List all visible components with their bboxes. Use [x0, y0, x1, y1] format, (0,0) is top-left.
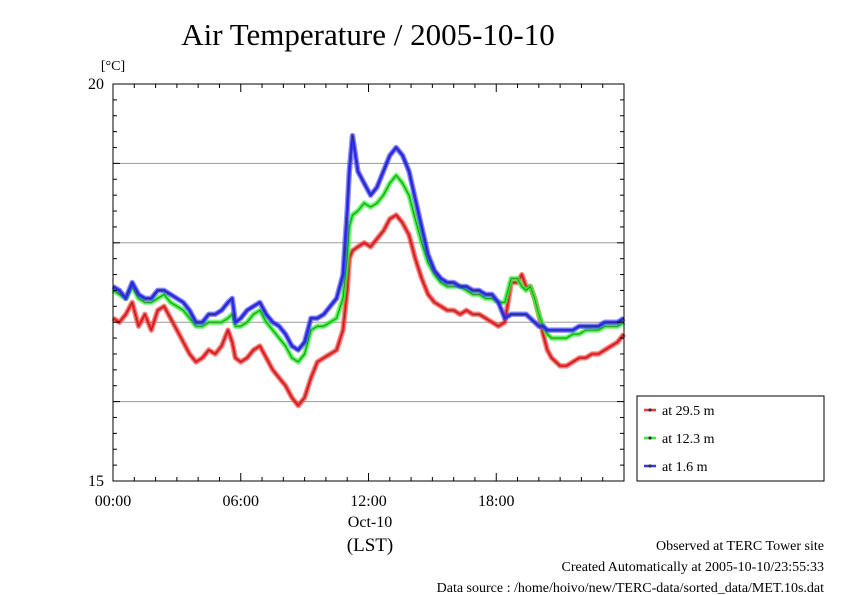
legend-marker: [648, 464, 652, 468]
legend-label: at 29.5 m: [662, 404, 715, 419]
legend-label: at 12.3 m: [662, 432, 715, 447]
series-at-12-3-m-line: [111, 172, 626, 365]
x-tick-label: 00:00: [95, 493, 131, 510]
legend: at 29.5 m at 12.3 m at 1.6 m: [636, 395, 825, 482]
series-core: [112, 135, 625, 351]
x-tick-label: 06:00: [223, 493, 259, 510]
x-axis-label: (LST): [347, 535, 393, 556]
legend-marker: [648, 436, 652, 440]
footer-created: Created Automatically at 2005-10-10/23:5…: [562, 560, 824, 575]
series-at-1-6-m-line: [111, 132, 626, 353]
grid-lines: [113, 162, 624, 403]
plot-frame: [112, 83, 625, 482]
y-unit-label: [°C]: [101, 59, 125, 74]
series-lines: [111, 132, 627, 409]
y-tick-label: 15: [88, 473, 104, 490]
legend-box: [636, 395, 825, 482]
x-tick-label: 18:00: [478, 493, 514, 510]
x-date-label: Oct-10: [348, 514, 392, 531]
footer-site: Observed at TERC Tower site: [656, 539, 824, 554]
x-tick-label: 12:00: [350, 493, 386, 510]
axes: 15 20 00:00 06:00 12:00 18:00: [88, 76, 625, 510]
chart-title: Air Temperature / 2005-10-10: [181, 17, 554, 52]
series-core: [112, 175, 625, 363]
legend-label: at 1.6 m: [662, 460, 708, 475]
legend-marker: [648, 408, 652, 412]
footer-source: Data source : /home/hoivo/new/TERC-data/…: [437, 581, 824, 595]
y-tick-label: 20: [88, 76, 104, 93]
